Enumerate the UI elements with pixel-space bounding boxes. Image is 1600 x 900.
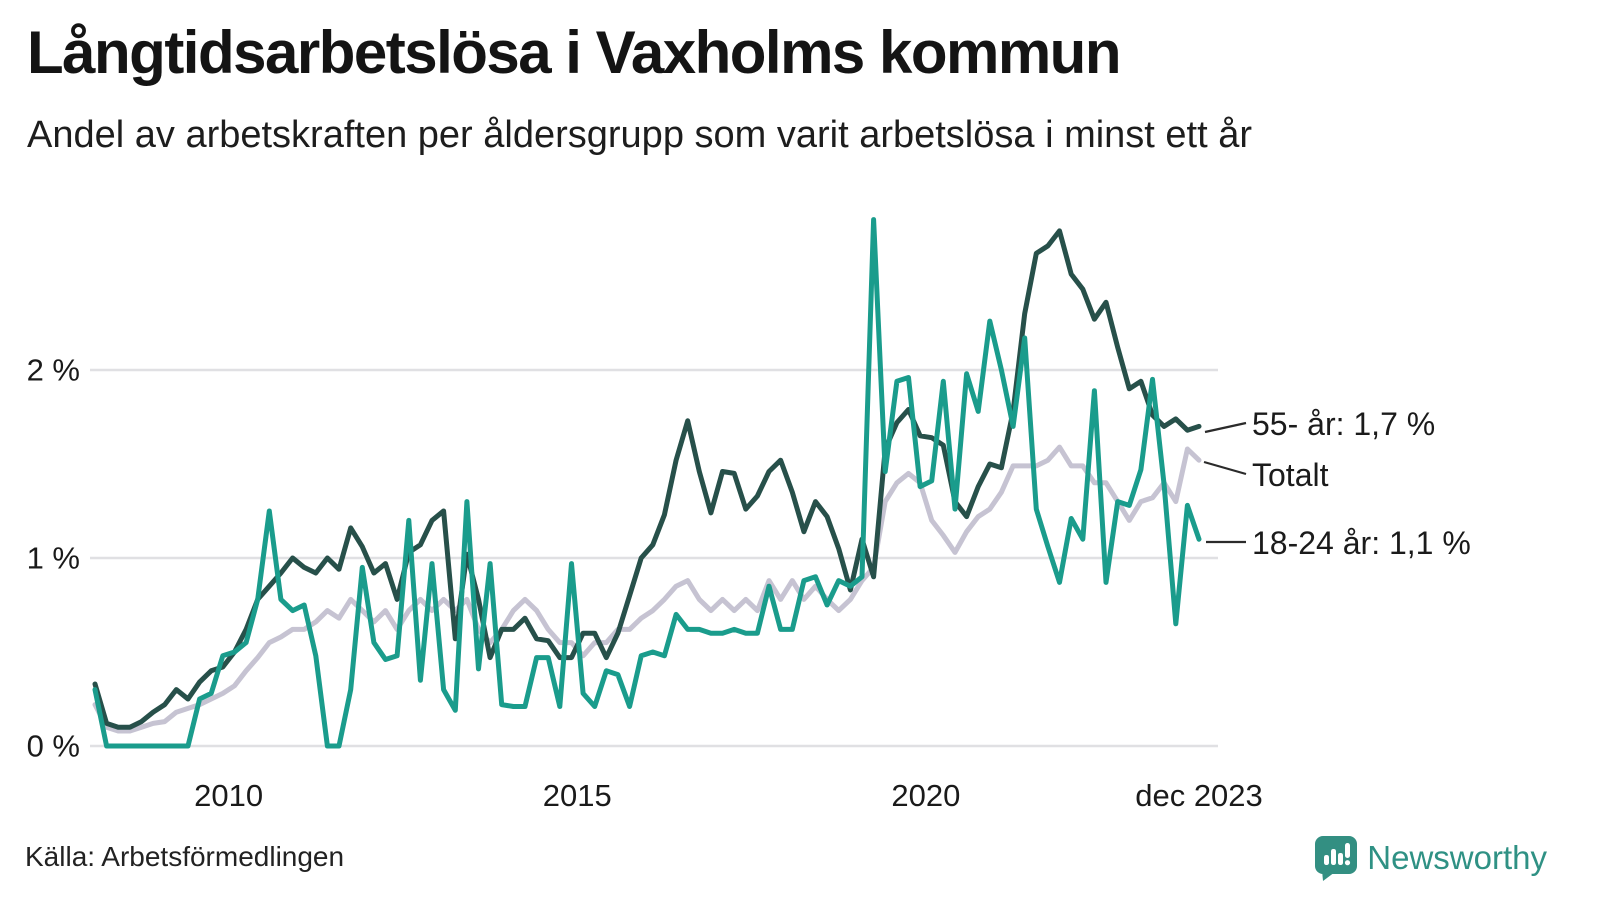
y-tick-label: 0 % [27,729,80,764]
annotation-connector [1204,421,1247,434]
bar-icon-3 [1338,853,1344,865]
line-18-24-r [92,217,1202,749]
y-tick-label: 1 % [27,541,80,576]
annotation-connector [1203,460,1247,476]
speech-bubble-tail [1322,870,1336,881]
newsworthy-wordmark: Newsworthy [1367,839,1547,876]
x-tick-label: 2015 [543,778,612,813]
line-totalt [92,444,1202,734]
bar-icon-2 [1331,849,1337,865]
series-end-label: Totalt [1252,457,1329,493]
series-end-label: 55- år: 1,7 % [1252,406,1435,442]
exclamation-bar-icon [1345,843,1351,858]
x-tick-label: 2010 [194,778,263,813]
y-tick-label: 2 % [27,353,80,388]
series-end-label: 18-24 år: 1,1 % [1252,525,1471,561]
x-tick-label: 2020 [891,778,960,813]
chart-subtitle: Andel av arbetskraften per åldersgrupp s… [27,114,1253,156]
bar-icon-1 [1324,855,1330,865]
page-title: Långtidsarbetslösa i Vaxholms kommun [27,19,1121,86]
newsworthy-brand: Newsworthy [1314,834,1547,882]
source-note: Källa: Arbetsförmedlingen [25,841,345,872]
newsworthy-logo-icon [1315,836,1358,881]
x-tick-label: dec 2023 [1135,778,1263,813]
exclamation-dot-icon [1345,860,1351,866]
